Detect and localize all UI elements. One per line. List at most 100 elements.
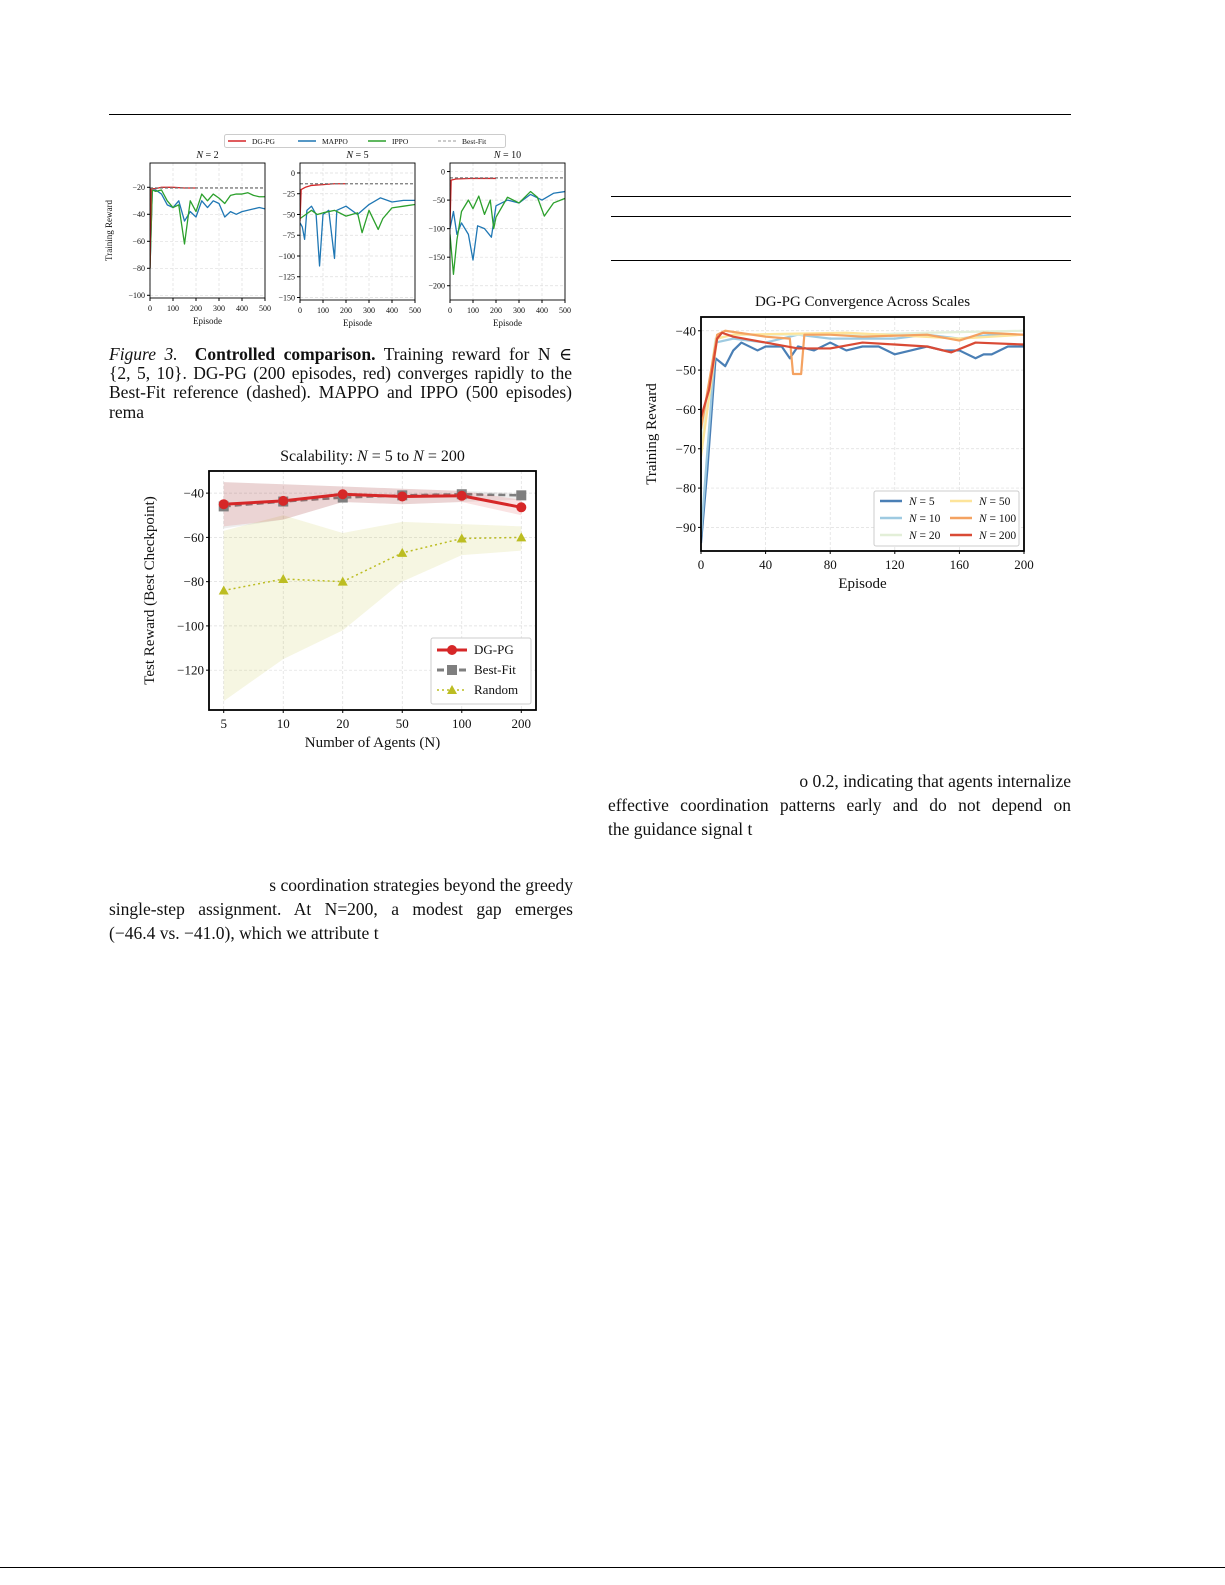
chart-title: DG-PG Convergence Across Scales bbox=[755, 294, 970, 310]
series-line-mappo bbox=[150, 189, 265, 269]
y-axis-label: Test Reward (Best Checkpoint) bbox=[142, 496, 158, 685]
y-tick-label: −60 bbox=[132, 237, 145, 246]
figure3-caption-line3: Best-Fit reference (dashed). MAPPO and I… bbox=[109, 382, 572, 402]
legend-label: DG-PG bbox=[252, 137, 276, 146]
series-line-n200 bbox=[701, 331, 1024, 418]
x-axis-label: Number of Agents (N) bbox=[305, 735, 440, 751]
title-part: = 5 to bbox=[368, 448, 413, 465]
data-point bbox=[397, 547, 408, 557]
x-tick-label: 0 bbox=[298, 306, 302, 315]
legend-label: Best-Fit bbox=[462, 137, 487, 146]
axes-frame bbox=[700, 316, 1025, 552]
y-tick-label: −20 bbox=[132, 183, 145, 192]
y-tick-label: −80 bbox=[676, 481, 696, 496]
y-tick-label: 0 bbox=[441, 167, 445, 176]
y-tick-label: −150 bbox=[278, 293, 295, 302]
y-tick-label: −125 bbox=[278, 273, 295, 282]
legend-n: N bbox=[908, 513, 918, 525]
x-tick-label: 200 bbox=[490, 306, 502, 315]
x-tick-label: 500 bbox=[559, 306, 571, 315]
data-point bbox=[337, 489, 348, 500]
data-point bbox=[456, 490, 467, 501]
axes-frame bbox=[149, 162, 266, 299]
y-tick-label: −50 bbox=[432, 196, 445, 205]
x-tick-label: 200 bbox=[1014, 557, 1034, 572]
legend-marker bbox=[447, 665, 457, 675]
footer-rule bbox=[0, 1567, 1225, 1568]
chart-n10: 0 −50 −100 −150 −200 0 100 200 300 400 500 N = 10 Ep… bbox=[428, 150, 571, 328]
x-tick-label: 10 bbox=[277, 716, 290, 731]
series-group bbox=[701, 329, 1024, 544]
left-text-line1: s coordination strategies beyond the gre… bbox=[269, 875, 573, 895]
header-rule bbox=[109, 114, 1071, 115]
right-text-line2: effective coordination patterns early an… bbox=[608, 795, 1071, 815]
legend-label: N = 5 bbox=[908, 496, 935, 508]
x-tick-label: 300 bbox=[363, 306, 375, 315]
y-tick-label: −100 bbox=[128, 291, 145, 300]
data-point bbox=[337, 576, 348, 586]
table-rule-mid bbox=[611, 216, 1071, 217]
legend-n: N bbox=[908, 496, 918, 508]
x-tick-label: 80 bbox=[824, 557, 837, 572]
x-tick-label: 100 bbox=[317, 306, 329, 315]
y-tick-label: −40 bbox=[676, 323, 696, 338]
series-line-n20 bbox=[701, 329, 1024, 449]
x-tick-label: 100 bbox=[467, 306, 479, 315]
series-group bbox=[450, 177, 565, 275]
data-point bbox=[516, 490, 527, 501]
left-text-line2: single-step assignment. At N=200, a mode… bbox=[109, 899, 573, 919]
legend-val: = 100 bbox=[987, 513, 1017, 525]
legend-n: N bbox=[908, 530, 918, 542]
x-tick-label: 300 bbox=[513, 306, 525, 315]
series-line-random bbox=[223, 536, 522, 592]
axes-frame bbox=[299, 162, 416, 301]
title-part: = 10 bbox=[501, 150, 522, 161]
x-tick-label: 0 bbox=[148, 304, 152, 313]
y-tick-label: −80 bbox=[132, 264, 145, 273]
y-tick-label: −60 bbox=[184, 530, 204, 545]
left-text-line3: (−46.4 vs. −41.0), which we attribute t bbox=[109, 923, 379, 943]
y-tick-label: −50 bbox=[676, 363, 696, 378]
confidence-band-random bbox=[223, 515, 522, 702]
series-line-mappo bbox=[300, 197, 415, 267]
series-line-dgpg bbox=[150, 186, 196, 269]
data-point bbox=[278, 495, 289, 506]
chart-title: N = 5 bbox=[345, 150, 368, 161]
table-rule-bottom bbox=[611, 260, 1071, 261]
legend-marker bbox=[447, 685, 457, 694]
legend-label: N = 100 bbox=[978, 513, 1016, 525]
series-line-ippo bbox=[150, 189, 265, 269]
y-tick-label: −60 bbox=[676, 402, 696, 417]
x-tick-label: 400 bbox=[236, 304, 248, 313]
data-point bbox=[516, 502, 527, 513]
legend-val: = 10 bbox=[917, 513, 941, 525]
y-tick-label: 0 bbox=[291, 169, 295, 178]
data-point bbox=[218, 585, 229, 595]
y-tick-label: −75 bbox=[282, 231, 295, 240]
legend-n: N bbox=[978, 513, 988, 525]
y-axis-label: Training Reward bbox=[644, 383, 660, 485]
y-tick-label: −100 bbox=[428, 224, 445, 233]
title-part: N bbox=[356, 448, 369, 465]
legend-label: Best-Fit bbox=[474, 662, 516, 677]
legend-box bbox=[224, 134, 506, 148]
x-tick-label: 200 bbox=[190, 304, 202, 313]
title-part: N bbox=[412, 448, 425, 465]
x-axis-label: Episode bbox=[838, 576, 887, 592]
title-part: = 5 bbox=[353, 150, 369, 161]
x-tick-label: 200 bbox=[340, 306, 352, 315]
y-tick-label: −80 bbox=[184, 574, 204, 589]
x-tick-label: 100 bbox=[452, 716, 472, 731]
plot-area: −40 −60 −80 −100 −120 5 10 20 50 100 200 bbox=[177, 471, 536, 731]
legend-label: N = 50 bbox=[978, 496, 1011, 508]
legend-label: DG-PG bbox=[474, 642, 514, 657]
series-line-n50 bbox=[701, 331, 1024, 457]
figure3-caption-line4: rema bbox=[109, 402, 144, 422]
chart-scalability: −40 −60 −80 −100 −120 5 10 20 50 100 200 Scalabilit… bbox=[142, 448, 537, 751]
y-tick-label: −120 bbox=[177, 663, 204, 678]
axes-frame bbox=[449, 162, 566, 301]
legend-label: N = 20 bbox=[908, 530, 941, 542]
y-tick-label: −100 bbox=[278, 252, 295, 261]
data-point bbox=[397, 491, 408, 502]
axes-frame bbox=[208, 470, 537, 711]
